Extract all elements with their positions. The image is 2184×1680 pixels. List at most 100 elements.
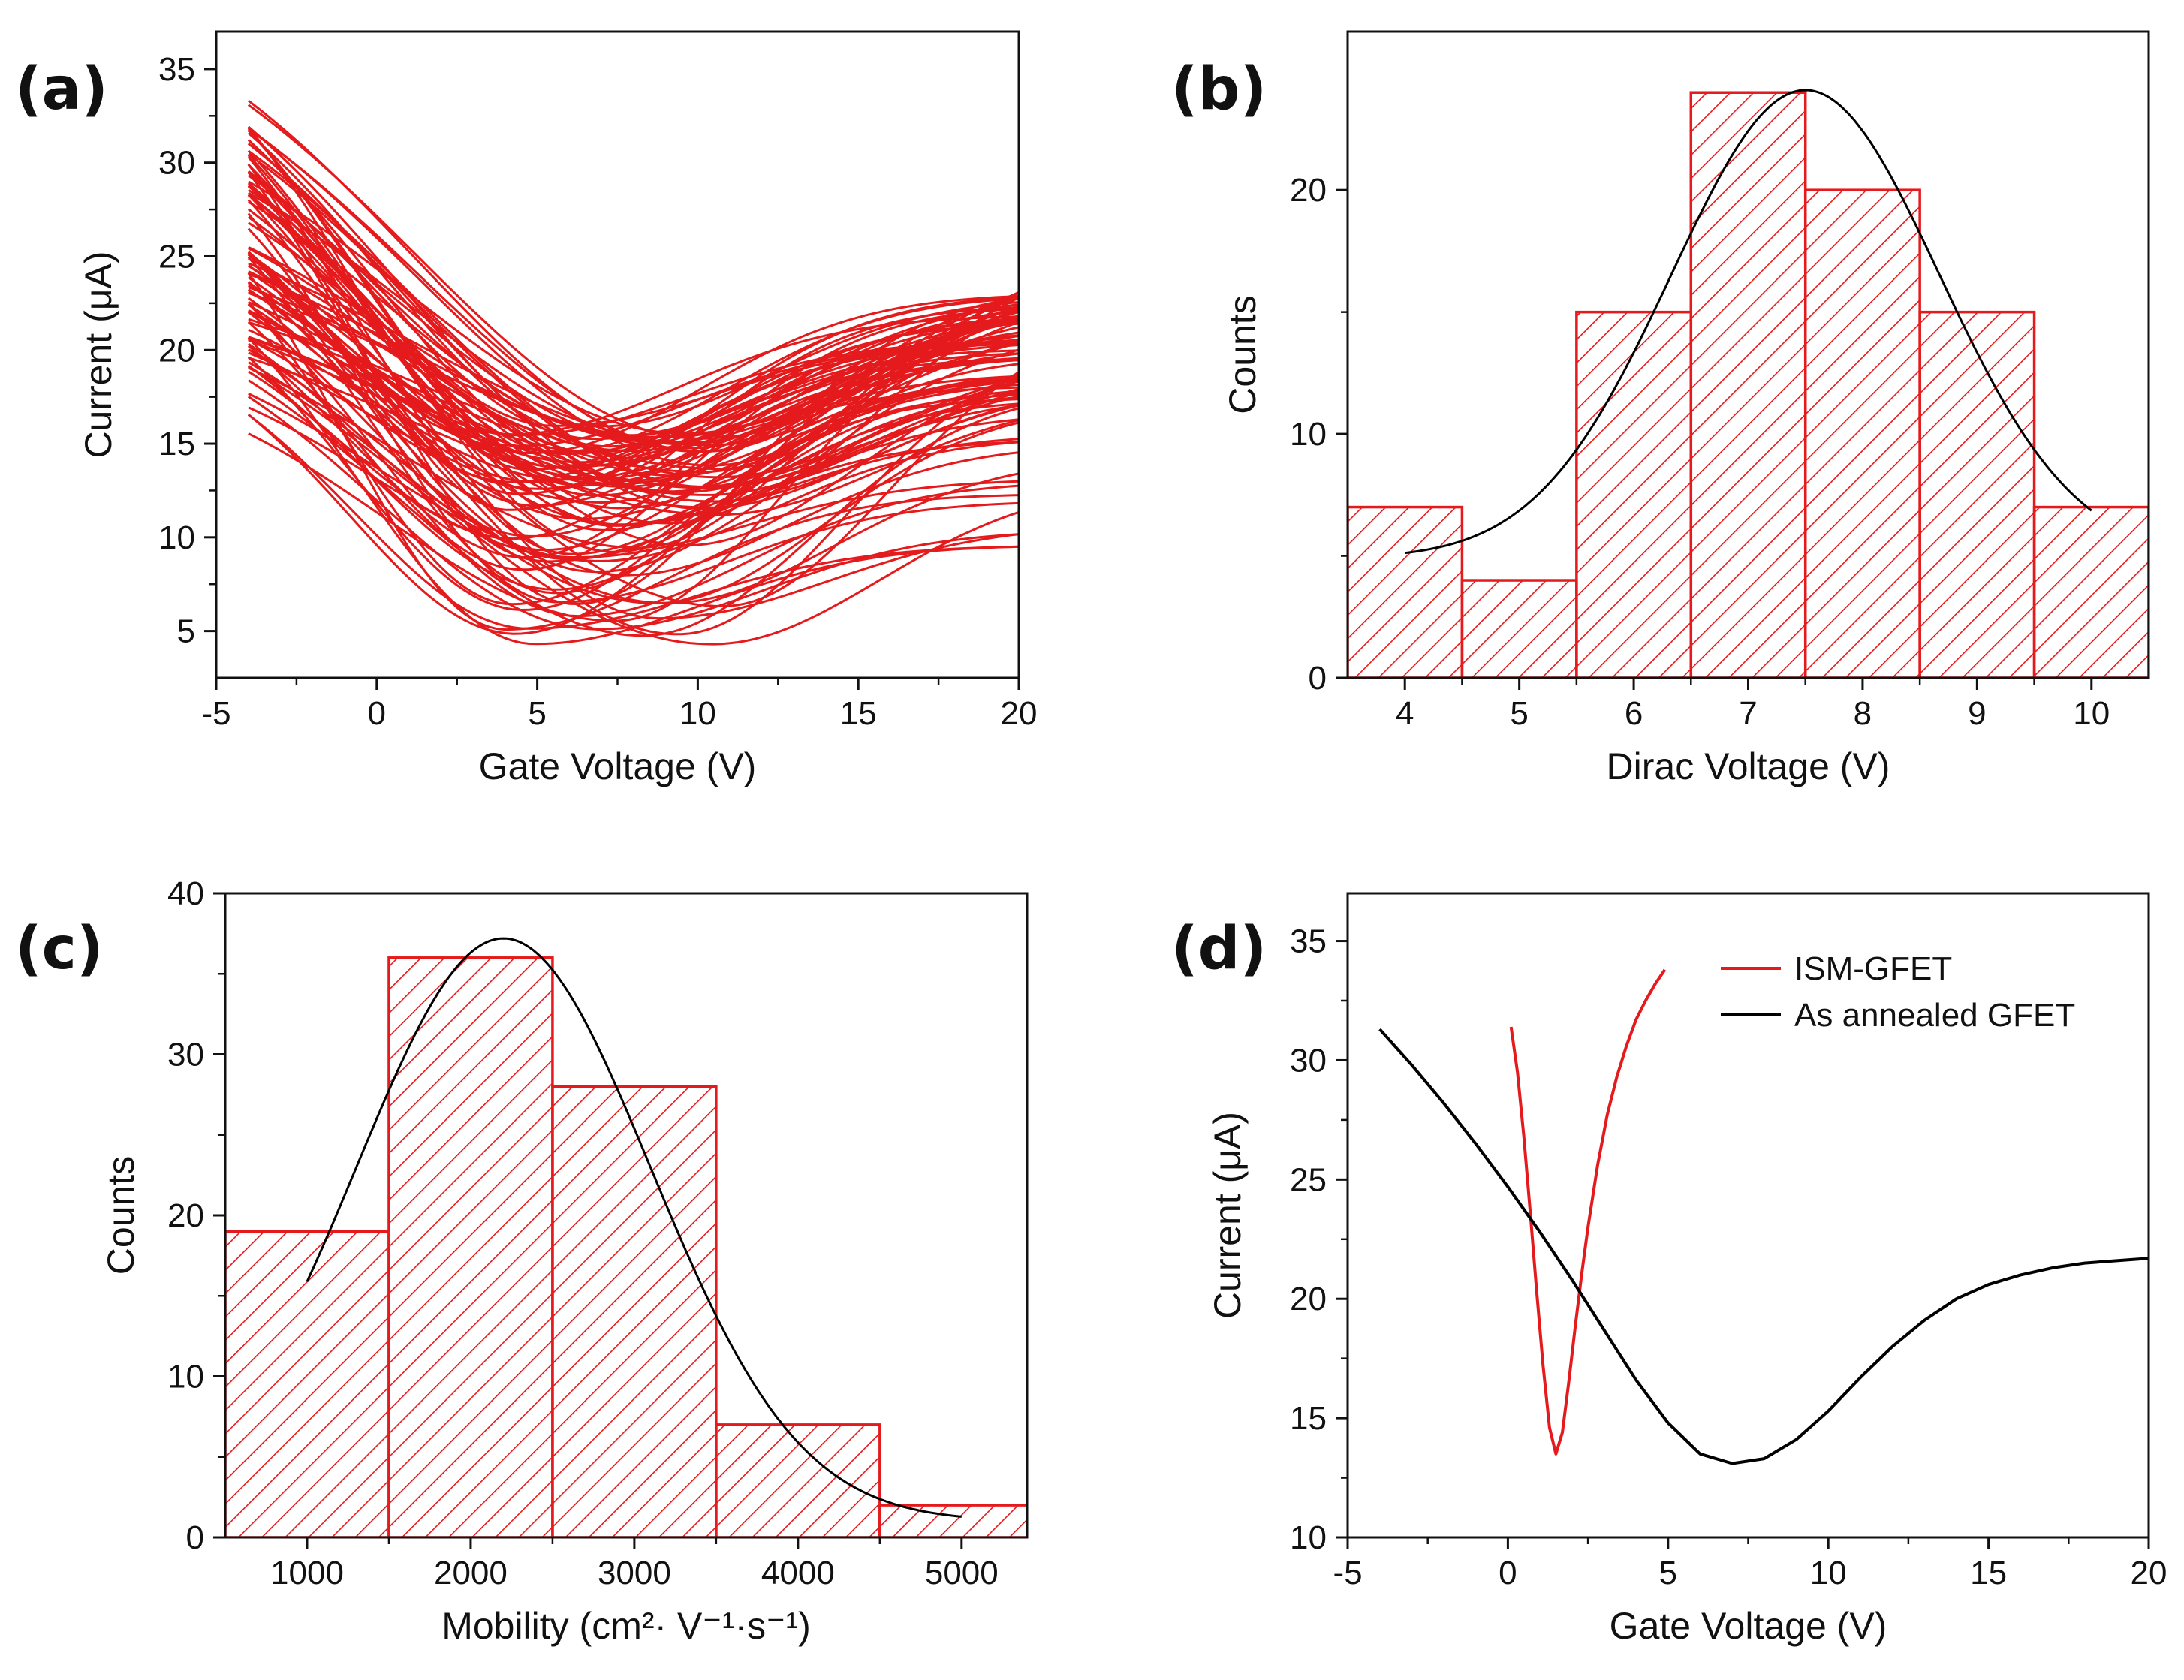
histogram-bar (2032, 505, 2149, 678)
transfer-curve (247, 129, 1019, 527)
histogram-bar (387, 956, 554, 1537)
y-tick-label-a: 20 (158, 332, 195, 369)
x-tick-label-d: 0 (1499, 1555, 1517, 1591)
x-tick-label-b: 6 (1625, 695, 1643, 732)
y-tick-label-d: 15 (1290, 1400, 1327, 1437)
transfer-curve (247, 104, 1019, 440)
histogram-bar (225, 1230, 390, 1537)
transfer-curve (248, 348, 1019, 604)
x-tick-label-d: 5 (1659, 1555, 1677, 1591)
y-tick-label-a: 5 (177, 613, 195, 650)
transfer-curve (247, 212, 1019, 604)
y-tick-label-c: 10 (167, 1359, 204, 1395)
panel-label-d: (d) (1171, 915, 1267, 983)
y-tick-label-d: 10 (1290, 1519, 1327, 1556)
series-line (1378, 1028, 2149, 1465)
x-tick-label-d: 10 (1810, 1555, 1847, 1591)
transfer-curve (247, 194, 1019, 620)
y-tick-label-a: 10 (158, 519, 195, 556)
series-line (1509, 968, 1667, 1456)
y-axis-title-a: Current (μA) (77, 251, 119, 458)
y-tick-label-a: 25 (158, 238, 195, 275)
gaussian-fit-curve (306, 937, 962, 1518)
histogram-bar (1575, 310, 1693, 678)
transfer-curve (247, 251, 1019, 563)
transfer-curve (247, 149, 1019, 489)
transfer-curve (247, 393, 1019, 635)
transfer-curve (247, 414, 1019, 630)
x-tick-label-b: 7 (1739, 695, 1757, 732)
plot-frame-d (1346, 892, 2150, 1539)
transfer-curve (247, 170, 1019, 497)
panel-label-a: (a) (15, 56, 108, 123)
transfer-curve (247, 125, 1019, 493)
x-tick-label-a: 10 (679, 695, 716, 732)
transfer-curve (248, 321, 1019, 504)
x-tick-label-b: 9 (1968, 695, 1986, 732)
x-tick-label-b: 8 (1854, 695, 1872, 732)
transfer-curve (247, 127, 1019, 467)
transfer-curve (248, 309, 1019, 480)
histogram-bar (1918, 310, 2036, 678)
x-tick-label-d: -5 (1333, 1555, 1362, 1591)
transfer-curve (247, 301, 1019, 606)
y-tick-label-a: 30 (158, 145, 195, 182)
transfer-curve (247, 126, 1019, 471)
y-axis-title-c: Counts (100, 1156, 142, 1275)
y-axis-title-b: Counts (1222, 295, 1264, 414)
panel-label-b: (b) (1171, 56, 1267, 123)
y-tick-label-b: 20 (1290, 172, 1327, 209)
x-tick-label-a: 0 (368, 695, 386, 732)
x-tick-label-d: 20 (2131, 1555, 2167, 1591)
transfer-curve (247, 303, 1019, 618)
transfer-curve (247, 139, 1019, 467)
histogram-bar (1689, 91, 1807, 678)
y-tick-label-d: 25 (1290, 1161, 1327, 1198)
transfer-curve (248, 272, 1019, 450)
transfer-curve (247, 379, 1019, 637)
transfer-curve (247, 288, 1019, 483)
x-tick-label-a: 20 (1001, 695, 1038, 732)
y-tick-label-a: 35 (158, 51, 195, 88)
x-tick-label-b: 4 (1396, 695, 1414, 732)
x-tick-label-c: 3000 (598, 1555, 671, 1591)
x-tick-label-c: 1000 (270, 1555, 344, 1591)
panel-c-bars (225, 937, 1027, 1537)
x-tick-label-a: -5 (201, 695, 230, 732)
transfer-curve (247, 174, 1019, 428)
x-tick-label-b: 10 (2073, 695, 2110, 732)
panel-a-curves (247, 99, 1019, 646)
histogram-bar (878, 1504, 1027, 1537)
transfer-curve (248, 284, 1019, 437)
y-axis-title-d: Current (μA) (1206, 1112, 1249, 1319)
transfer-curve (247, 208, 1019, 547)
x-tick-label-c: 2000 (434, 1555, 508, 1591)
histogram-bar (1348, 505, 1464, 678)
y-tick-label-c: 0 (186, 1519, 204, 1556)
panel-label-c: (c) (15, 915, 104, 983)
transfer-curve (247, 306, 1019, 540)
transfer-curve (248, 200, 1019, 437)
panel-b-bars (1348, 89, 2149, 678)
x-tick-label-a: 15 (840, 695, 877, 732)
y-tick-label-d: 30 (1290, 1042, 1327, 1079)
panel-c-axes: (c) 1000 2000 3000 4000 5000 0 10 20 30 40 Mobility… (15, 875, 1029, 1647)
legend-label: ISM-GFET (1794, 950, 1952, 987)
y-tick-label-a: 15 (158, 426, 195, 462)
x-tick-label-b: 5 (1510, 695, 1528, 732)
gaussian-fit-curve (1405, 89, 2092, 555)
y-tick-label-c: 40 (167, 875, 204, 912)
x-axis-title-d: Gate Voltage (V) (1610, 1605, 1887, 1647)
histogram-bar (1803, 188, 1921, 678)
x-tick-label-c: 5000 (925, 1555, 999, 1591)
x-axis-title-c: Mobility (cm²· V⁻¹·s⁻¹) (441, 1605, 811, 1647)
histogram-bar (551, 1085, 718, 1537)
panel-d-axes: (d) -5 0 5 10 15 20 10 15 20 25 30 35 Gate Voltage (V… (1171, 892, 2167, 1647)
x-axis-title-a: Gate Voltage (V) (479, 745, 757, 787)
y-tick-label-b: 10 (1290, 416, 1327, 453)
y-tick-label-d: 20 (1290, 1281, 1327, 1317)
transfer-curve (248, 365, 1019, 646)
x-axis-title-b: Dirac Voltage (V) (1607, 745, 1890, 787)
legend: ISM-GFET As annealed GFET (1721, 950, 2075, 1034)
legend-label: As annealed GFET (1794, 997, 2075, 1034)
